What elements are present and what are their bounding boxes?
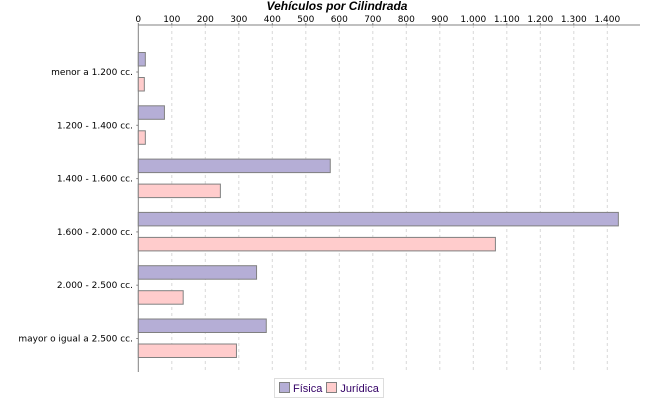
tick-label: 600 (331, 15, 348, 25)
tick-label: 1.200 (527, 15, 553, 25)
tick-label: 1.100 (494, 15, 520, 25)
tick-label: 800 (398, 15, 415, 25)
category-label: 2.000 - 2.500 cc. (57, 281, 133, 291)
tick-label: 200 (197, 15, 214, 25)
legend: Física Jurídica (274, 378, 384, 398)
tick-label: 300 (230, 15, 247, 25)
tick-label: 100 (163, 15, 180, 25)
chart-title: Vehículos por Cilindrada (266, 0, 408, 13)
category-label: 1.200 - 1.400 cc. (57, 121, 133, 131)
tick-label: 900 (431, 15, 448, 25)
tick-label: 1.300 (561, 15, 587, 25)
legend-label-juridica: Jurídica (340, 382, 379, 395)
tick-label: 0 (135, 15, 141, 25)
bar-fisica (137, 211, 619, 227)
tick-label: 500 (297, 15, 314, 25)
category-label: 1.400 - 1.600 cc. (57, 175, 133, 185)
category-label: 1.600 - 2.000 cc. (57, 228, 133, 238)
tick-label: 400 (264, 15, 281, 25)
bar-juridica (137, 290, 184, 305)
category-label: mayor o igual a 2.500 cc. (18, 335, 133, 345)
category-label: menor a 1.200 cc. (51, 68, 133, 78)
legend-item-juridica: Jurídica (326, 381, 379, 395)
bar-juridica (137, 130, 146, 145)
tick-label: 700 (364, 15, 381, 25)
legend-item-fisica: Física (279, 381, 323, 395)
bar-fisica (137, 52, 146, 67)
bar-fisica (137, 318, 267, 333)
bar-juridica (137, 183, 221, 199)
legend-label-fisica: Física (293, 382, 323, 395)
tick-label: 1.000 (460, 15, 486, 25)
tick-label: 1.400 (594, 15, 620, 25)
bar-juridica (137, 77, 145, 92)
bar-fisica (137, 105, 165, 120)
bar-fisica (137, 158, 331, 174)
bar-juridica (137, 343, 237, 358)
legend-swatch-juridica (326, 381, 338, 393)
legend-swatch-fisica (279, 381, 290, 393)
bar-fisica (137, 265, 258, 280)
bar-juridica (137, 236, 496, 252)
